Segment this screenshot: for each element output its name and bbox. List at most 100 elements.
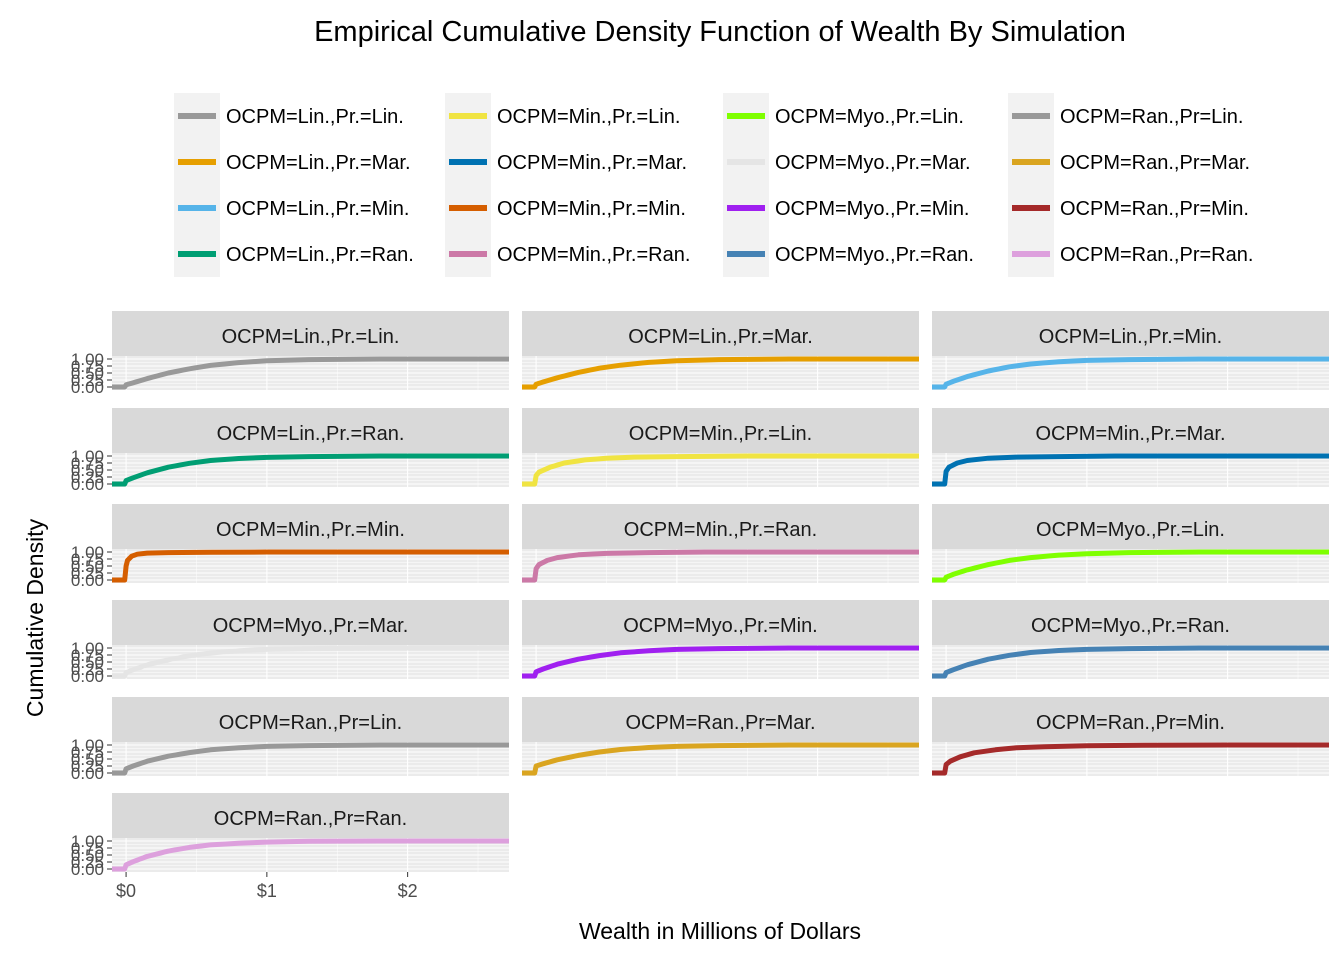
panel-strip <box>522 408 919 453</box>
y-tick-label: 1.00 <box>71 543 104 562</box>
legend-label: OCPM=Lin.,Pr.=Mar. <box>226 152 411 174</box>
legend-item-ocpm-myo-pr-mar: OCPM=Myo.,Pr.=Mar. <box>723 139 971 185</box>
legend-label: OCPM=Min.,Pr.=Lin. <box>497 106 680 128</box>
y-tick-label: 0.00 <box>71 571 104 590</box>
panel-strip <box>112 697 509 742</box>
y-tick-label: 0.50 <box>71 750 104 769</box>
panel-strip <box>522 600 919 645</box>
panel-ocpm-lin-pr-min: OCPM=Lin.,Pr.=Min. <box>932 311 1329 390</box>
panel-strip <box>932 600 1329 645</box>
panel-strip-label: OCPM=Myo.,Pr.=Mar. <box>213 615 409 637</box>
y-tick-label: 0.00 <box>71 764 104 783</box>
legend-item-ocpm-lin-pr-lin: OCPM=Lin.,Pr.=Lin. <box>174 93 404 139</box>
panel-ocpm-min-pr-mar: OCPM=Min.,Pr.=Mar. <box>932 408 1329 487</box>
y-tick-label: 1.00 <box>71 639 104 658</box>
panel-strip-label: OCPM=Ran.,Pr=Min. <box>1036 712 1225 734</box>
ecdf-line <box>522 356 919 390</box>
panel-strip <box>932 408 1329 453</box>
y-tick-label: 0.50 <box>71 846 104 865</box>
y-tick-label: 0.25 <box>71 853 104 872</box>
legend-item-ocpm-ran-pr-min: OCPM=Ran.,Pr=Min. <box>1008 185 1249 231</box>
panel-strip-label: OCPM=Min.,Pr.=Ran. <box>624 519 817 541</box>
y-tick-label: 0.50 <box>71 364 104 383</box>
ecdf-line <box>112 742 509 776</box>
legend-label: OCPM=Lin.,Pr.=Min. <box>226 198 409 220</box>
y-axis-title: Cumulative Density <box>22 518 48 717</box>
panel-strip <box>522 311 919 356</box>
ecdf-line <box>932 742 1329 776</box>
panel-strip-label: OCPM=Lin.,Pr.=Mar. <box>628 326 813 348</box>
panel-ocpm-lin-pr-ran: OCPM=Lin.,Pr.=Ran. 0.000.250.500.751.00 <box>71 408 509 494</box>
y-tick-label: 0.00 <box>71 667 104 686</box>
ecdf-line <box>112 453 509 487</box>
x-tick-label: $1 <box>257 881 277 901</box>
y-tick-label: 0.75 <box>71 646 104 665</box>
panel-strip-label: OCPM=Myo.,Pr.=Lin. <box>1036 519 1225 541</box>
legend-label: OCPM=Min.,Pr.=Mar. <box>497 152 687 174</box>
panel-strip <box>522 504 919 549</box>
panel-ocpm-min-pr-lin: OCPM=Min.,Pr.=Lin. <box>522 408 919 487</box>
legend-item-ocpm-myo-pr-ran: OCPM=Myo.,Pr.=Ran. <box>723 231 974 277</box>
panel-ocpm-ran-pr-ran: OCPM=Ran.,Pr=Ran. 0.000.250.500.751.00 <box>71 793 509 879</box>
legend-item-ocpm-ran-pr-ran: OCPM=Ran.,Pr=Ran. <box>1008 231 1253 277</box>
ecdf-line <box>522 453 919 487</box>
x-tick-label: $2 <box>398 881 418 901</box>
y-tick-label: 0.50 <box>71 461 104 480</box>
ecdf-line <box>932 356 1329 390</box>
ecdf-line <box>112 838 509 872</box>
legend-label: OCPM=Ran.,Pr=Min. <box>1060 198 1249 220</box>
y-tick-label: 0.00 <box>71 475 104 494</box>
legend-item-ocpm-min-pr-mar: OCPM=Min.,Pr.=Mar. <box>445 139 687 185</box>
ecdf-line <box>522 645 919 679</box>
legend-label: OCPM=Lin.,Pr.=Ran. <box>226 244 414 266</box>
panel-ocpm-lin-pr-mar: OCPM=Lin.,Pr.=Mar. <box>522 311 919 390</box>
legend-item-ocpm-myo-pr-min: OCPM=Myo.,Pr.=Min. <box>723 185 970 231</box>
panel-strip <box>112 504 509 549</box>
ecdf-line <box>112 356 509 390</box>
panel-strip-label: OCPM=Min.,Pr.=Min. <box>216 519 405 541</box>
legend-label: OCPM=Myo.,Pr.=Min. <box>775 198 970 220</box>
y-tick-label: 0.00 <box>71 860 104 879</box>
chart-title: Empirical Cumulative Density Function of… <box>314 16 1126 48</box>
y-tick-label: 0.75 <box>71 550 104 569</box>
legend-item-ocpm-lin-pr-ran: OCPM=Lin.,Pr.=Ran. <box>174 231 414 277</box>
ecdf-line <box>522 742 919 776</box>
panel-strip-label: OCPM=Min.,Pr.=Lin. <box>629 423 812 445</box>
ecdf-line <box>112 549 509 583</box>
y-tick-label: 0.25 <box>71 564 104 583</box>
panel-ocpm-myo-pr-ran: OCPM=Myo.,Pr.=Ran. <box>932 600 1329 679</box>
panel-strip <box>112 600 509 645</box>
legend-label: OCPM=Myo.,Pr.=Ran. <box>775 244 974 266</box>
y-tick-label: 0.50 <box>71 557 104 576</box>
y-tick-label: 1.00 <box>71 350 104 369</box>
ecdf-line <box>112 645 509 679</box>
panel-strip <box>112 793 509 838</box>
panel-ocpm-myo-pr-min: OCPM=Myo.,Pr.=Min. <box>522 600 919 679</box>
x-tick-label: $0 <box>116 881 136 901</box>
y-tick-label: 0.25 <box>71 468 104 487</box>
legend-item-ocpm-lin-pr-mar: OCPM=Lin.,Pr.=Mar. <box>174 139 411 185</box>
panel-ocpm-min-pr-ran: OCPM=Min.,Pr.=Ran. <box>522 504 919 583</box>
panel-strip-label: OCPM=Lin.,Pr.=Lin. <box>222 326 400 348</box>
legend-label: OCPM=Myo.,Pr.=Mar. <box>775 152 971 174</box>
panel-strip <box>932 697 1329 742</box>
y-tick-label: 0.50 <box>71 653 104 672</box>
y-tick-label: 0.00 <box>71 378 104 397</box>
legend-item-ocpm-lin-pr-min: OCPM=Lin.,Pr.=Min. <box>174 185 409 231</box>
panel-ocpm-ran-pr-lin: OCPM=Ran.,Pr=Lin. 0.000.250.500.751.00 <box>71 697 509 783</box>
legend-item-ocpm-min-pr-lin: OCPM=Min.,Pr.=Lin. <box>445 93 680 139</box>
panel-ocpm-ran-pr-mar: OCPM=Ran.,Pr=Mar. <box>522 697 919 776</box>
panel-strip <box>522 697 919 742</box>
ecdf-line <box>522 549 919 583</box>
legend-item-ocpm-myo-pr-lin: OCPM=Myo.,Pr.=Lin. <box>723 93 964 139</box>
panel-ocpm-myo-pr-lin: OCPM=Myo.,Pr.=Lin. <box>932 504 1329 583</box>
legend: OCPM=Lin.,Pr.=Lin. OCPM=Lin.,Pr.=Mar. OCPM… <box>174 93 1253 277</box>
legend-label: OCPM=Min.,Pr.=Ran. <box>497 244 690 266</box>
panel-strip <box>932 311 1329 356</box>
y-tick-label: 0.75 <box>71 743 104 762</box>
ecdf-line <box>932 645 1329 679</box>
panel-strip-label: OCPM=Lin.,Pr.=Min. <box>1039 326 1222 348</box>
legend-label: OCPM=Ran.,Pr=Lin. <box>1060 106 1243 128</box>
ecdf-line <box>932 549 1329 583</box>
